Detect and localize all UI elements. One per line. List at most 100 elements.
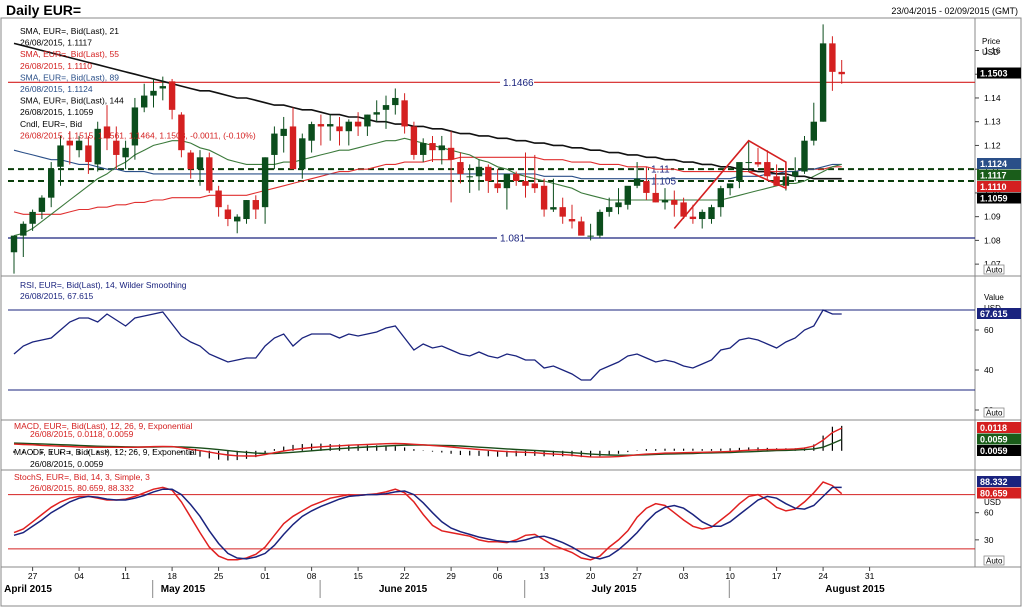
candle-body — [243, 200, 250, 220]
stoch-tick-label: 30 — [984, 535, 994, 545]
candle-body — [261, 157, 269, 208]
candle-body — [680, 202, 687, 217]
candle-body — [745, 162, 752, 164]
candle-body — [168, 81, 176, 110]
candle-body — [624, 185, 631, 205]
level-label-bg — [500, 76, 534, 88]
candle-body — [838, 71, 845, 75]
sma144-line — [13, 42, 842, 180]
candle-body — [587, 235, 594, 237]
rsi-line — [13, 309, 842, 381]
rsi-auto-button-box — [983, 407, 1005, 418]
price-value-tag: 1.1124 — [980, 159, 1007, 169]
candle-body — [801, 140, 808, 172]
candle-body — [20, 223, 27, 236]
candle-body — [94, 128, 101, 165]
macd-legend-line: 26/08/2015, 0.0118, 0.0059 — [30, 429, 134, 439]
x-month-label: May 2015 — [161, 584, 206, 595]
candle-body — [717, 188, 724, 208]
stoch-value-tag: 80.659 — [980, 489, 1008, 499]
stoch-k-line — [13, 481, 843, 561]
level-label-1.081: 1.081 — [500, 234, 525, 245]
candle-body — [829, 43, 836, 72]
stoch-value-tag-box — [977, 476, 1021, 487]
x-day-label: 18 — [167, 571, 177, 581]
candle-body — [308, 124, 315, 141]
candle-body — [457, 162, 464, 174]
candle-body — [38, 197, 46, 212]
candle-body — [661, 200, 669, 203]
macd-value-tag-box — [977, 433, 1021, 445]
price-tick-label: 1.08 — [984, 235, 1001, 245]
stoch-auto-button: Auto — [986, 557, 1003, 566]
price-legend-line: SMA, EUR=, Bid(Last), 21 — [20, 26, 119, 36]
price-tick-label: 1.07 — [984, 259, 1001, 269]
candle-body — [280, 128, 287, 136]
candle-body — [29, 211, 36, 224]
sma89-line — [13, 149, 842, 180]
price-legend-line: SMA, EUR=, Bid(Last), 144 — [20, 96, 124, 106]
candle-body — [392, 97, 399, 106]
price-legend-line: 26/08/2015, 1.1059 — [20, 107, 94, 117]
price-value-tag: 1.1117 — [980, 171, 1007, 181]
date-range: 23/04/2015 - 02/09/2015 (GMT) — [891, 6, 1018, 16]
candle-body — [792, 171, 799, 177]
rsi-value-tag: 67.615 — [980, 309, 1008, 319]
price-tick-label: 1.09 — [984, 212, 1001, 222]
price-value-tag: 1.1059 — [980, 194, 1008, 204]
rsi-tick-label: 40 — [984, 365, 994, 375]
candle-body — [522, 181, 529, 186]
stoch-legend-line: 26/08/2015, 80.659, 88.332 — [30, 483, 134, 493]
stoch-d-line — [13, 486, 842, 560]
rsi-legend-line: RSI, EUR=, Bid(Last), 14, Wilder Smoothi… — [20, 280, 187, 290]
x-day-label: 17 — [772, 571, 782, 581]
macd-legend-line: 26/08/2015, 0.0059 — [30, 459, 104, 469]
candle-body — [215, 190, 222, 208]
price-value-tag: 1.1503 — [980, 69, 1008, 79]
candle-body — [131, 107, 139, 146]
candle-body — [75, 140, 83, 151]
rsi-tick-label: 60 — [984, 325, 994, 335]
candle-body — [513, 173, 520, 182]
candle-body — [596, 211, 604, 236]
candle-body — [503, 173, 511, 189]
price-value-tag-box — [977, 181, 1021, 192]
macd-value-tag: 0.0059 — [980, 446, 1008, 456]
candle-body — [671, 200, 678, 205]
candle-body — [206, 157, 213, 191]
x-day-label: 11 — [121, 571, 130, 581]
candle-body — [234, 216, 241, 222]
candle-body — [540, 185, 548, 210]
sma21-line — [13, 137, 842, 237]
candle-body — [10, 235, 18, 253]
x-day-label: 13 — [539, 571, 549, 581]
triangle-pattern — [673, 139, 787, 230]
level-label-1.1466: 1.1466 — [503, 78, 534, 89]
level-label-1.11: 1.11 — [651, 165, 670, 176]
candle-body — [643, 181, 650, 193]
candle-body — [66, 140, 73, 146]
candle-body — [438, 145, 445, 151]
price-legend-line: 26/08/2015, 1.1515, 1.1561, 1.1464, 1.15… — [20, 130, 256, 140]
x-day-label: 29 — [446, 571, 456, 581]
candle-body — [699, 211, 706, 220]
price-axis-unit: USD — [982, 48, 999, 57]
rsi-value-tag-box — [977, 308, 1021, 319]
candle-body — [708, 207, 715, 220]
level-label-1.105: 1.105 — [651, 177, 676, 188]
x-month-label: August 2015 — [825, 584, 885, 595]
stoch-legend-line: StochS, EUR=, Bid, 14, 3, Simple, 3 — [14, 472, 150, 482]
candle-body — [819, 43, 827, 122]
stoch-value-tag-box — [977, 487, 1021, 499]
candle-body — [336, 126, 343, 132]
x-day-label: 01 — [260, 571, 270, 581]
candle-body — [764, 162, 771, 177]
candle-body — [475, 166, 483, 177]
x-day-label: 27 — [632, 571, 642, 581]
price-legend-line: Cndl, EUR=, Bid — [20, 119, 82, 129]
chart-title: Daily EUR= — [6, 2, 82, 18]
rsi-legend-line: 26/08/2015, 67.615 — [20, 291, 94, 301]
level-label-bg — [649, 175, 677, 187]
candle-body — [327, 124, 334, 127]
candle-body — [606, 207, 613, 212]
